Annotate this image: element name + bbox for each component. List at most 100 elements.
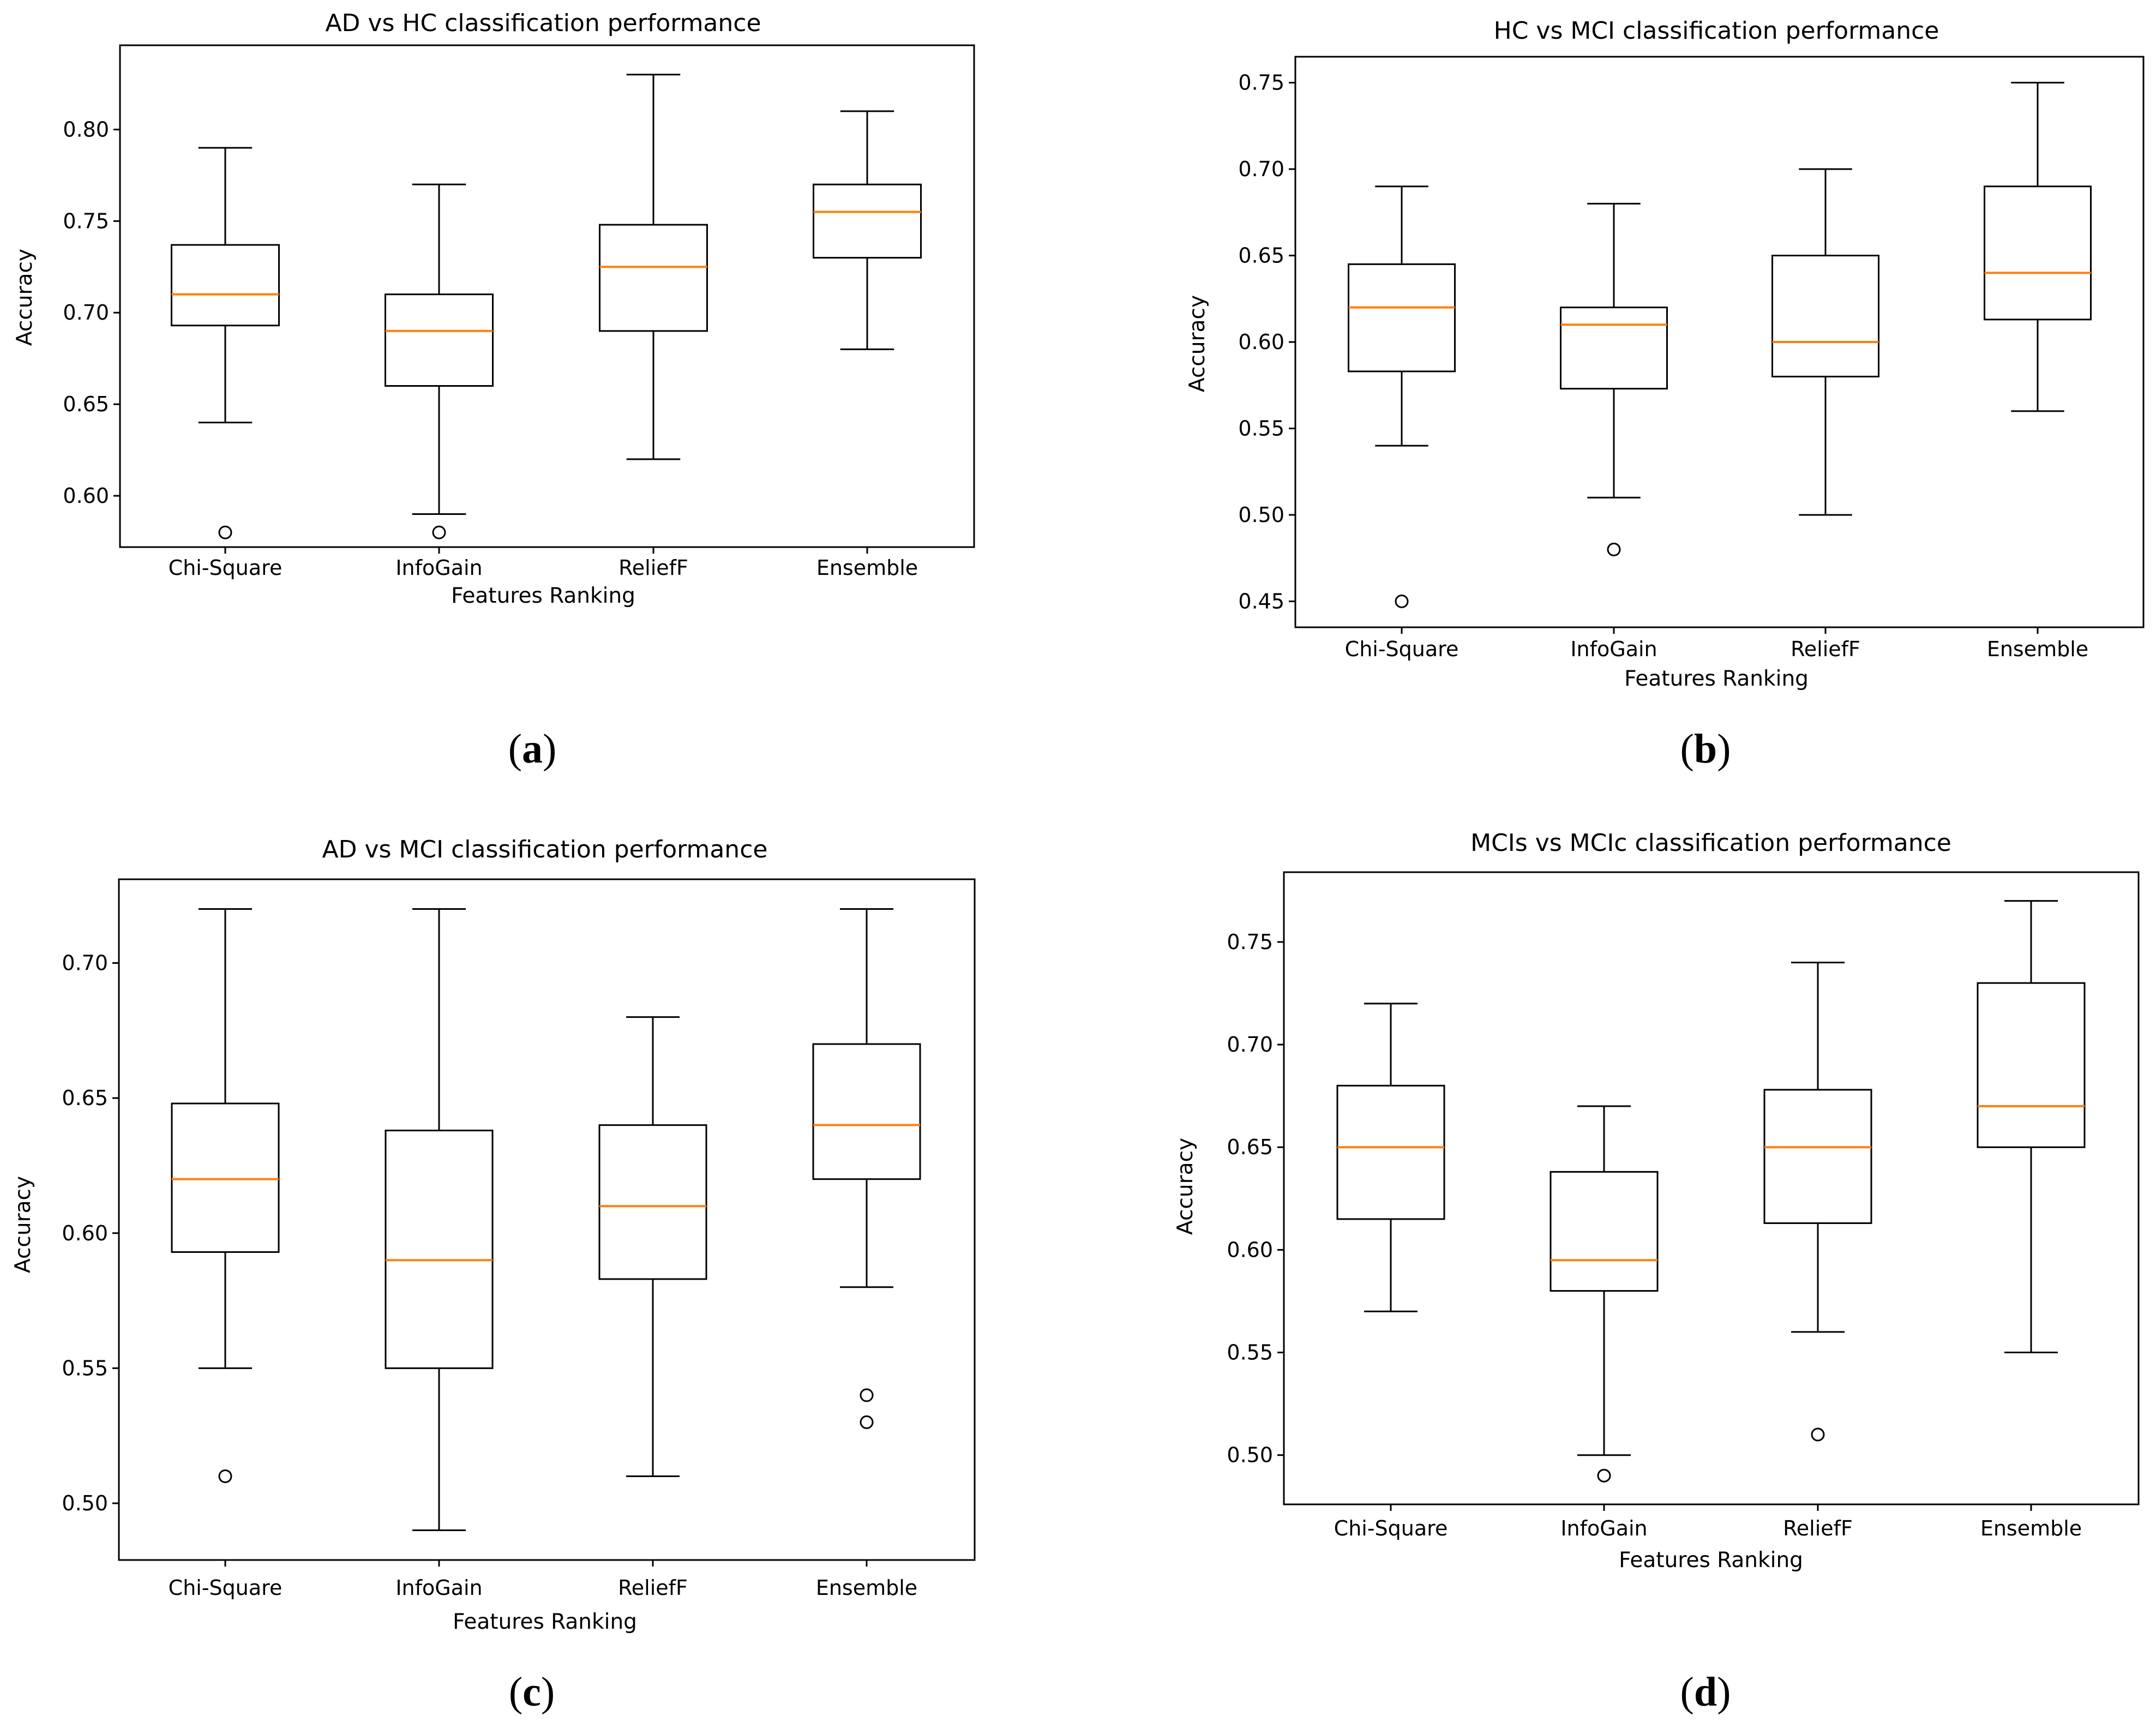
y-axis-label: Accuracy	[1173, 1138, 1198, 1235]
x-tick-label: Chi-Square	[169, 556, 283, 580]
y-tick-label: 0.80	[63, 117, 109, 141]
chart-title: MCIs vs MCIc classification performance	[1470, 829, 1951, 857]
y-tick-label: 0.70	[63, 301, 109, 325]
y-tick-label: 0.50	[1238, 503, 1284, 527]
caption-letter: d	[1694, 1669, 1717, 1715]
y-axis-label: Accuracy	[11, 1176, 35, 1273]
box-infogain	[385, 183, 494, 539]
y-tick-label: 0.55	[62, 1356, 108, 1380]
x-tick-label: ReliefF	[618, 1576, 688, 1600]
x-axis-label: Features Ranking	[453, 1610, 637, 1634]
y-tick-label: 0.75	[63, 209, 109, 233]
iqr-box	[1977, 982, 2086, 1148]
y-tick-label: 0.75	[1238, 71, 1284, 95]
box-chi-square	[171, 908, 280, 1483]
box-ensemble	[812, 908, 921, 1429]
box-relieff	[598, 1016, 707, 1477]
x-axis-label: Features Ranking	[451, 584, 635, 608]
box-infogain	[1550, 1105, 1659, 1483]
y-tick-label: 0.50	[62, 1491, 108, 1515]
plot-marks: 0.50 0.55 0.60 0.65 0.70 Chi-Square InfoGain Re…	[62, 878, 976, 1600]
iqr-box	[171, 1102, 280, 1253]
outlier-point	[1597, 1468, 1611, 1483]
caption-letter: c	[523, 1669, 541, 1715]
y-tick-label: 0.60	[62, 1221, 108, 1245]
y-tick-label: 0.60	[63, 484, 109, 508]
y-tick-label: 0.55	[1238, 416, 1284, 440]
x-tick-label: ReliefF	[1791, 637, 1860, 661]
iqr-box	[171, 244, 280, 327]
caption-open: (	[1680, 726, 1694, 772]
x-tick-label: Ensemble	[1980, 1516, 2082, 1540]
iqr-box	[1550, 1171, 1659, 1292]
chart-title: AD vs MCI classification performance	[322, 836, 768, 863]
outlier-point	[218, 1469, 232, 1483]
outlier-point	[860, 1388, 874, 1402]
outlier-point	[860, 1415, 874, 1429]
y-tick-label: 0.45	[1238, 589, 1284, 613]
y-tick-label: 0.70	[62, 951, 108, 975]
iqr-box	[599, 224, 708, 332]
x-tick-label: InfoGain	[395, 1576, 482, 1600]
x-tick-label: ReliefF	[1783, 1516, 1853, 1540]
x-tick-label: Ensemble	[816, 556, 918, 580]
y-tick-label: 0.70	[1227, 1033, 1273, 1057]
iqr-box	[1763, 1089, 1872, 1224]
panel-a: AD vs HC classification performance Feat…	[13, 9, 975, 772]
outlier-point	[218, 525, 232, 539]
y-axis-label: Accuracy	[13, 249, 37, 346]
chart-title: HC vs MCI classification performance	[1494, 17, 1939, 45]
iqr-box	[1984, 185, 2092, 321]
box-relieff	[599, 74, 708, 460]
panel-d: MCIs vs MCIc classification performance …	[1173, 829, 2140, 1715]
caption-close: )	[541, 1669, 555, 1715]
x-tick-label: Chi-Square	[1345, 637, 1459, 661]
iqr-box	[813, 183, 922, 259]
plot-frame	[1283, 871, 2140, 1505]
y-tick-label: 0.60	[1227, 1238, 1273, 1262]
iqr-box	[1348, 263, 1456, 373]
panel-caption: (d)	[1680, 1669, 1731, 1715]
plot-frame	[118, 878, 976, 1561]
iqr-box	[812, 1043, 921, 1180]
box-ensemble	[1977, 900, 2086, 1354]
panel-caption: (c)	[509, 1669, 555, 1715]
caption-open: (	[508, 726, 522, 772]
caption-close: )	[1717, 726, 1731, 772]
y-tick-label: 0.65	[1238, 244, 1284, 268]
x-tick-label: ReliefF	[618, 556, 688, 580]
x-tick-label: Chi-Square	[169, 1576, 283, 1600]
iqr-box	[1560, 307, 1668, 390]
outlier-point	[1811, 1427, 1825, 1442]
outlier-point	[1607, 542, 1621, 556]
y-tick-label: 0.50	[1227, 1443, 1273, 1467]
y-tick-label: 0.70	[1238, 157, 1284, 181]
x-tick-label: InfoGain	[395, 556, 482, 580]
box-ensemble	[1984, 82, 2092, 412]
y-tick-label: 0.60	[1238, 330, 1284, 354]
x-tick-label: Ensemble	[816, 1576, 917, 1600]
panel-b: HC vs MCI classification performance Fea…	[1185, 17, 2145, 772]
caption-letter: b	[1694, 726, 1717, 772]
x-tick-label: InfoGain	[1570, 637, 1657, 661]
y-tick-label: 0.65	[62, 1086, 108, 1110]
plot-marks: 0.60 0.65 0.70 0.75 0.80 Chi-Square InfoGain Re…	[63, 44, 975, 580]
y-tick-label: 0.55	[1227, 1341, 1273, 1365]
caption-close: )	[543, 726, 556, 772]
x-tick-label: Chi-Square	[1334, 1516, 1448, 1540]
y-tick-label: 0.65	[1227, 1135, 1273, 1159]
chart-title: AD vs HC classification performance	[325, 9, 761, 37]
y-tick-label: 0.65	[63, 392, 109, 416]
iqr-box	[385, 293, 494, 387]
caption-close: )	[1717, 1669, 1731, 1715]
box-relieff	[1771, 168, 1879, 516]
box-ensemble	[813, 110, 922, 350]
caption-open: (	[1680, 1669, 1694, 1715]
x-axis-label: Features Ranking	[1619, 1548, 1803, 1573]
plot-frame	[119, 44, 975, 548]
x-axis-label: Features Ranking	[1624, 667, 1809, 691]
x-tick-label: Ensemble	[1987, 637, 2088, 661]
panel-caption: (a)	[508, 726, 557, 772]
caption-open: (	[509, 1669, 523, 1715]
